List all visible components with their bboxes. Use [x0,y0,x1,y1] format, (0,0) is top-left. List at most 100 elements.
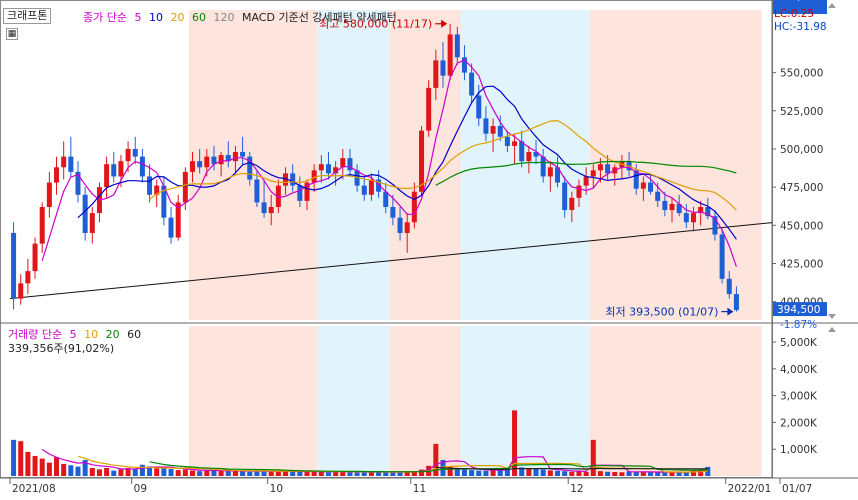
candle-body-41 [304,182,310,201]
candle-body-34 [254,179,260,203]
candle-body-78 [569,197,575,211]
candle-body-25 [189,161,196,172]
volume-bar-27 [204,470,210,476]
candle-body-0 [11,232,17,299]
candle-body-62 [454,34,460,58]
volume-ma-10: 10 [84,328,99,341]
candle-body-70 [512,141,518,146]
volume-bar-40 [297,471,303,476]
volume-ma-60: 60 [127,328,142,341]
candle-body-69 [504,136,510,146]
low-annotation: 최저 393,500 (01/07) [605,306,718,319]
volume-bar-20 [154,467,160,476]
volume-bar-7 [61,463,67,476]
volume-bar-28 [211,470,217,476]
x-tick-label-2: 10 [270,483,283,495]
candle-body-36 [268,206,274,214]
candle-body-29 [218,155,224,165]
volume-bar-49 [361,471,367,476]
volume-ma-5: 5 [69,328,77,341]
candle-body-93 [676,203,682,214]
candle-body-44 [325,164,331,174]
volume-bar-5 [46,462,52,476]
volume-bar-80 [583,471,589,476]
candle-body-13 [104,164,110,188]
candle-body-74 [540,156,546,177]
volume-bar-24 [182,469,188,476]
volume-bar-22 [168,469,174,476]
volume-bar-63 [461,469,467,476]
volume-bar-2 [25,451,31,476]
candle-body-2 [25,271,31,284]
candle-body-4 [39,206,45,244]
candle-body-71 [519,141,525,162]
volume-tick-label-3: 2,000K [780,417,818,429]
candle-body-20 [154,185,160,195]
volume-bar-93 [676,472,682,476]
volume-ma-legend[interactable]: 거래량 단순 5 10 20 60 [8,326,145,342]
volume-bar-14 [111,470,117,476]
candle-body-75 [547,167,553,177]
zone-volume-3 [460,326,590,476]
volume-bar-65 [476,470,482,476]
candle-body-24 [182,171,188,203]
volume-bar-19 [147,466,153,476]
candle-body-73 [533,152,539,157]
candle-body-77 [562,182,568,211]
candle-body-15 [118,161,124,177]
candle-body-58 [426,87,432,131]
chart-type-button[interactable]: 크래프톤 [3,8,52,24]
candle-body-88 [640,182,646,189]
last-price-value: 394,500 [777,304,820,316]
candle-body-10 [82,194,88,233]
candle-body-51 [376,179,382,192]
candle-body-98 [712,216,718,235]
volume-bar-1 [18,441,24,476]
candle-body-61 [447,34,453,76]
volume-scroll-up-icon [828,327,836,332]
candle-body-90 [655,191,661,201]
candle-body-32 [240,152,246,157]
high-annotation: 최고 580,000 (11/17) [319,18,432,31]
last-change-value: -1.87% [780,319,817,331]
volume-bar-84 [612,471,618,476]
candle-body-97 [705,206,711,217]
volume-bar-13 [104,467,110,476]
volume-bar-90 [655,472,661,476]
grid-menu-icon[interactable]: ▦ [6,28,18,40]
candle-body-1 [18,283,24,299]
candle-body-21 [161,185,167,218]
volume-bar-45 [333,471,339,476]
volume-ma-label: 거래량 단순 [8,328,63,341]
volume-bar-54 [397,471,403,476]
volume-bar-62 [454,468,460,476]
candle-body-9 [75,171,81,195]
candle-body-3 [32,243,38,272]
volume-bar-16 [125,467,131,476]
candle-body-22 [168,217,174,238]
candle-body-76 [554,167,561,183]
volume-bar-21 [161,467,167,476]
volume-bar-71 [519,467,525,476]
candle-body-52 [383,191,389,207]
candle-body-101 [733,294,739,311]
volume-bar-92 [669,471,675,476]
candle-body-72 [526,152,532,162]
volume-bar-31 [232,470,238,476]
volume-bar-87 [633,471,639,476]
last-volume-pct: 91.02% [780,0,820,3]
candle-body-59 [433,60,439,88]
candle-body-66 [483,118,489,134]
x-tick-label-5: 2022/01 [728,483,772,495]
candle-body-37 [275,185,281,207]
candle-body-100 [726,278,732,295]
price-ma-legend[interactable]: 종가 단순 5 10 20 60 120 MACD 기준선 강세패턴 약세패턴 [83,9,401,25]
volume-bar-95 [690,470,696,476]
volume-bar-56 [411,471,417,476]
axis-scroll-up-icon [828,3,836,8]
volume-bar-29 [218,470,224,476]
candle-body-55 [404,222,410,233]
volume-bar-57 [419,469,425,476]
candle-body-43 [318,164,324,171]
